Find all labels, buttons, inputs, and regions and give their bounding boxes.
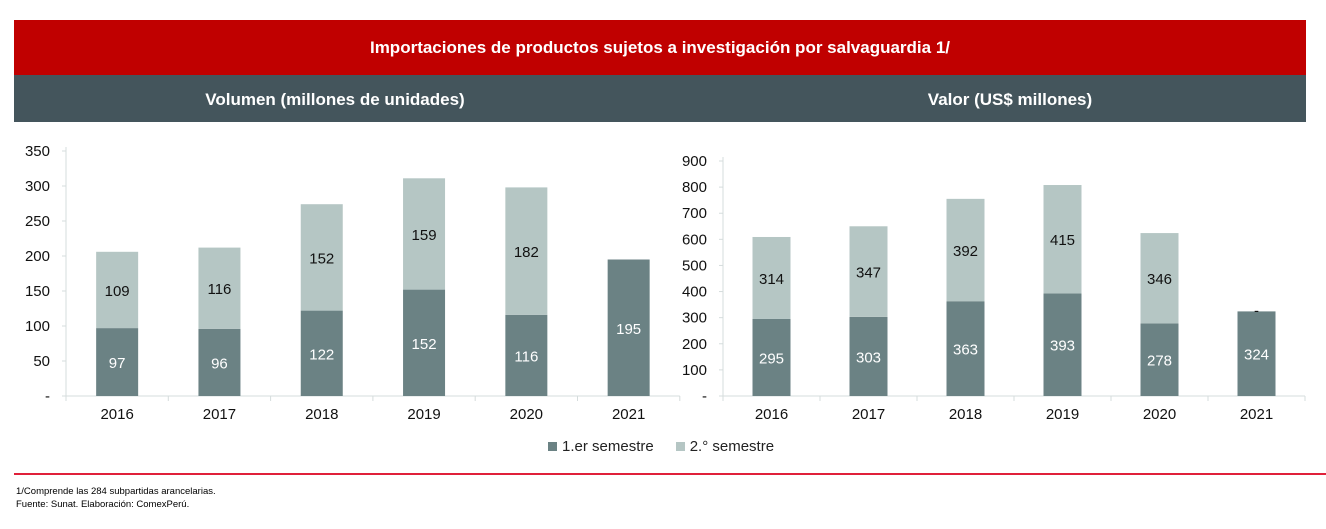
data-label: 392 (953, 243, 978, 260)
data-label: 363 (953, 342, 978, 359)
bar-second-semester (752, 236, 791, 319)
data-label: 159 (412, 227, 437, 244)
y-tick-label: 200 (682, 336, 707, 353)
data-label: 314 (759, 271, 784, 288)
volume-chart-title: Volumen (millones de unidades) (205, 90, 465, 109)
y-tick-label: 200 (25, 248, 50, 265)
bar-first-semester (946, 301, 985, 396)
y-tick-label: 600 (682, 231, 707, 248)
data-label: 347 (856, 265, 881, 282)
y-tick-label: - (45, 388, 50, 405)
y-tick-label: 100 (682, 362, 707, 379)
data-label: - (1254, 302, 1259, 319)
bar-second-semester (96, 251, 139, 329)
bar-first-semester (505, 314, 548, 396)
bar-first-semester (300, 310, 343, 396)
legend-label-second: 2.° semestre (689, 438, 775, 455)
chart-title: Importaciones de productos sujetos a inv… (14, 20, 1306, 75)
source-note: Fuente: Sunat. Elaboración: ComexPerú. (16, 499, 190, 510)
bar-second-semester (1043, 185, 1082, 294)
divider-line (14, 473, 1326, 475)
data-label: 122 (309, 346, 334, 363)
y-tick-label: 500 (682, 257, 707, 274)
x-tick-label: 2016 (100, 406, 133, 423)
bar-second-semester (1140, 233, 1179, 324)
bar-first-semester (607, 259, 650, 396)
bar-first-semester (1237, 311, 1276, 396)
x-tick-label: 2021 (1240, 406, 1273, 423)
x-tick-label: 2020 (1143, 406, 1176, 423)
y-tick-label: 50 (33, 353, 50, 370)
data-label: 415 (1050, 232, 1075, 249)
y-tick-label: 800 (682, 179, 707, 196)
data-label: 97 (109, 355, 126, 372)
x-tick-label: 2018 (305, 406, 338, 423)
data-label: 116 (207, 281, 231, 298)
bar-second-semester (849, 226, 888, 317)
bar-first-semester (849, 316, 888, 396)
x-tick-label: 2018 (949, 406, 982, 423)
bar-first-semester (96, 328, 139, 396)
y-tick-label: - (702, 388, 707, 405)
subtitle-band: Volumen (millones de unidades) Valor (US… (14, 75, 1306, 122)
x-tick-label: 2017 (852, 406, 885, 423)
legend-swatch-second (675, 442, 685, 451)
bar-second-semester (198, 247, 241, 329)
bar-first-semester (1140, 323, 1179, 396)
y-tick-label: 900 (682, 153, 707, 170)
data-label: 346 (1147, 271, 1172, 288)
legend-label-first: 1.er semestre (562, 438, 654, 455)
y-tick-label: 400 (682, 284, 707, 301)
bar-first-semester (1043, 293, 1082, 396)
legend-swatch-first (548, 442, 557, 451)
y-tick-label: 300 (25, 178, 50, 195)
data-label: 109 (105, 283, 130, 300)
bar-second-semester (300, 204, 343, 311)
data-label: 195 (616, 321, 641, 338)
y-tick-label: 700 (682, 205, 707, 222)
data-label: 152 (309, 250, 334, 267)
x-tick-label: 2017 (203, 406, 236, 423)
legend: 1.er semestre 2.° semestre (548, 438, 774, 455)
bar-first-semester (198, 328, 241, 396)
x-tick-label: 2021 (612, 406, 645, 423)
value-chart-title: Valor (US$ millones) (927, 90, 1093, 109)
y-tick-label: 250 (25, 213, 50, 230)
y-tick-label: 300 (682, 310, 707, 327)
legend-item-first: 1.er semestre (548, 438, 654, 455)
x-tick-label: 2016 (755, 406, 788, 423)
y-tick-label: 350 (25, 143, 50, 160)
data-label: 182 (514, 244, 539, 261)
footnote: 1/Comprende las 284 subpartidas arancela… (16, 486, 216, 497)
data-label: 324 (1244, 347, 1269, 364)
data-label: 278 (1147, 353, 1172, 370)
data-label: 96 (211, 355, 228, 372)
bar-second-semester (946, 198, 985, 302)
x-tick-label: 2020 (510, 406, 543, 423)
bar-second-semester (403, 178, 446, 290)
bar-first-semester (403, 289, 446, 396)
data-label: 295 (759, 350, 784, 367)
bar-second-semester (505, 187, 548, 315)
data-label: 393 (1050, 338, 1075, 355)
data-label: 303 (856, 349, 881, 366)
bar-first-semester (752, 318, 791, 396)
data-label: 116 (514, 348, 538, 365)
y-tick-label: 100 (25, 318, 50, 335)
data-label: 152 (412, 336, 437, 353)
x-tick-label: 2019 (1046, 406, 1079, 423)
y-tick-label: 150 (25, 283, 50, 300)
x-tick-label: 2019 (407, 406, 440, 423)
legend-item-second: 2.° semestre (675, 438, 775, 455)
